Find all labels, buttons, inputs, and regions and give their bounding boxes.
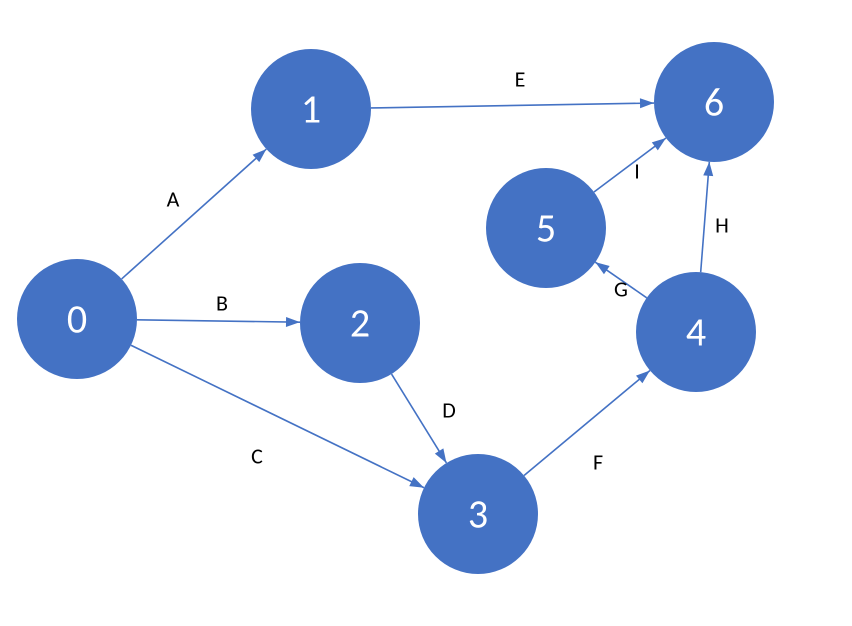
- edge-E-label: E: [515, 66, 526, 93]
- edge-I-label: I: [634, 158, 640, 185]
- edge-F: [524, 370, 650, 475]
- edge-D-label: D: [442, 397, 456, 424]
- node-4-label: 4: [686, 308, 706, 357]
- edge-B: [137, 320, 300, 322]
- node-3-label: 3: [468, 490, 488, 539]
- edge-I-arrow-icon: [652, 138, 666, 150]
- edge-H-label: H: [715, 212, 729, 239]
- edge-E-arrow-icon: [640, 98, 654, 108]
- edge-B-label: B: [216, 290, 228, 317]
- edge-H-arrow-icon: [703, 162, 713, 176]
- node-0-label: 0: [67, 295, 87, 344]
- graph-canvas: 0 1 2 3 4 5 6 A B C D E F G H I: [0, 0, 852, 626]
- edge-A: [122, 149, 267, 279]
- edge-labels-group: A B C D E F G H I: [167, 66, 729, 476]
- node-1-label: 1: [301, 85, 321, 134]
- edge-G-label: G: [614, 276, 628, 303]
- edge-H: [701, 162, 710, 272]
- edge-A-label: A: [167, 186, 180, 213]
- edge-C-arrow-icon: [409, 477, 424, 488]
- edge-C-label: C: [251, 443, 263, 470]
- node-2-label: 2: [350, 299, 370, 348]
- edge-F-label: F: [593, 449, 603, 476]
- edge-B-arrow-icon: [286, 317, 300, 327]
- nodes-group: 0 1 2 3 4 5 6: [17, 42, 774, 574]
- edge-D: [392, 374, 447, 463]
- node-6-label: 6: [704, 78, 724, 127]
- node-5-label: 5: [536, 204, 556, 253]
- edge-E: [371, 103, 654, 108]
- edge-G-arrow-icon: [595, 262, 609, 274]
- edge-D-arrow-icon: [435, 448, 447, 463]
